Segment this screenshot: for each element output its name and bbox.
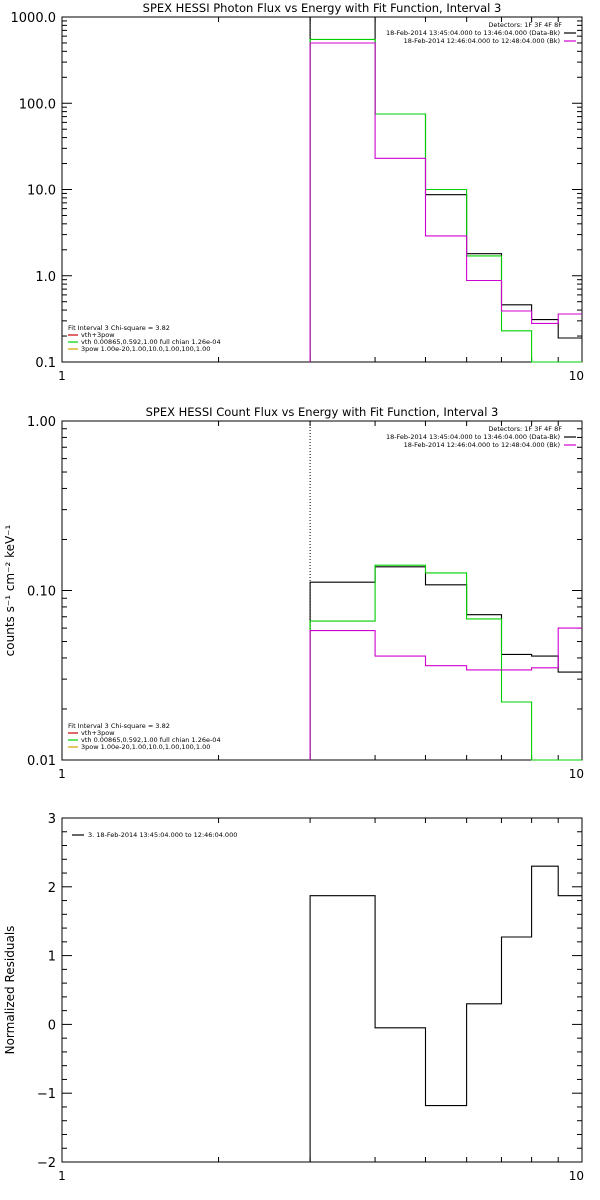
series-line-1	[309, 566, 582, 760]
fit-legend-item-label: 3pow 1.00e-20,1.00,10.0,1.00,100,1.00	[81, 345, 210, 353]
fit-legend-item-label: 3pow 1.00e-20,1.00,10.0,1.00,100,1.00	[81, 743, 210, 751]
y-tick-label: 1.00	[27, 415, 56, 430]
chart-panel-1: SPEX HESSI Photon Flux vs Energy with Fi…	[11, 1, 585, 383]
y-tick-label: 1000.0	[11, 11, 57, 26]
legend-item-label: 18-Feb-2014 12:46:04.000 to 12:48:04.000…	[404, 441, 560, 449]
y-tick-label: −2	[37, 1156, 56, 1171]
legend-item-label: 18-Feb-2014 13:45:04.000 to 13:46:04.000…	[386, 29, 560, 37]
y-tick-label: −1	[37, 1087, 56, 1102]
x-tick-label: 1	[58, 1169, 66, 1183]
fit-legend-header: Fit Interval 3 Chi-square = 3.82	[68, 722, 170, 730]
y-tick-label: 100.0	[19, 97, 56, 112]
series-line-2	[309, 38, 582, 363]
y-tick-label: 0.01	[27, 754, 56, 769]
y-tick-label: 1	[48, 950, 56, 965]
x-tick-label: 10	[569, 767, 584, 781]
y-tick-label: 10.0	[27, 184, 56, 199]
legend-header: Detectors: 1F 3F 4F 8F	[488, 21, 562, 29]
fit-legend-item-label: vth+3pow	[81, 331, 115, 339]
y-tick-label: 2	[48, 881, 56, 896]
x-tick-label: 1	[58, 767, 66, 781]
fit-legend-item-label: vth+3pow	[81, 729, 115, 737]
chart-title: SPEX HESSI Count Flux vs Energy with Fit…	[146, 405, 499, 419]
x-tick-label: 1	[58, 369, 66, 383]
y-tick-label: 0.1	[35, 356, 56, 371]
y-tick-label: 0.10	[27, 585, 56, 600]
y-axis-label: counts s⁻¹ cm⁻² keV⁻¹	[3, 524, 17, 656]
plot-frame	[61, 420, 583, 761]
fit-legend-item-label: vth 0.00865,0.592,1.00 full chian 1.26e-…	[81, 736, 221, 744]
series-line-1	[309, 865, 582, 1162]
legend-item-label: 3. 18-Feb-2014 13:45:04.000 to 12:46:04.…	[88, 831, 237, 839]
plot-frame	[61, 817, 583, 1163]
legend-header: Detectors: 1F 3F 4F 8F	[488, 425, 562, 433]
x-tick-label: 10	[569, 1169, 584, 1183]
x-tick-label: 10	[569, 369, 584, 383]
series-line-2	[309, 564, 582, 761]
y-tick-label: 1.0	[35, 270, 56, 285]
series-line-3	[309, 42, 582, 362]
plot-frame	[61, 16, 583, 363]
y-axis-label: Normalized Residuals	[3, 926, 17, 1055]
legend-item-label: 18-Feb-2014 12:46:04.000 to 12:48:04.000…	[404, 37, 560, 45]
fit-legend-item-label: vth 0.00865,0.592,1.00 full chian 1.26e-…	[81, 338, 221, 346]
series-line-3	[309, 627, 582, 760]
chart-title: SPEX HESSI Photon Flux vs Energy with Fi…	[143, 1, 502, 15]
y-tick-label: 0	[48, 1018, 56, 1033]
fit-legend-header: Fit Interval 3 Chi-square = 3.82	[68, 324, 170, 332]
y-tick-label: 3	[48, 812, 56, 827]
chart-panel-2: SPEX HESSI Count Flux vs Energy with Fit…	[3, 405, 584, 781]
legend-item-label: 18-Feb-2014 13:45:04.000 to 13:46:04.000…	[386, 433, 560, 441]
